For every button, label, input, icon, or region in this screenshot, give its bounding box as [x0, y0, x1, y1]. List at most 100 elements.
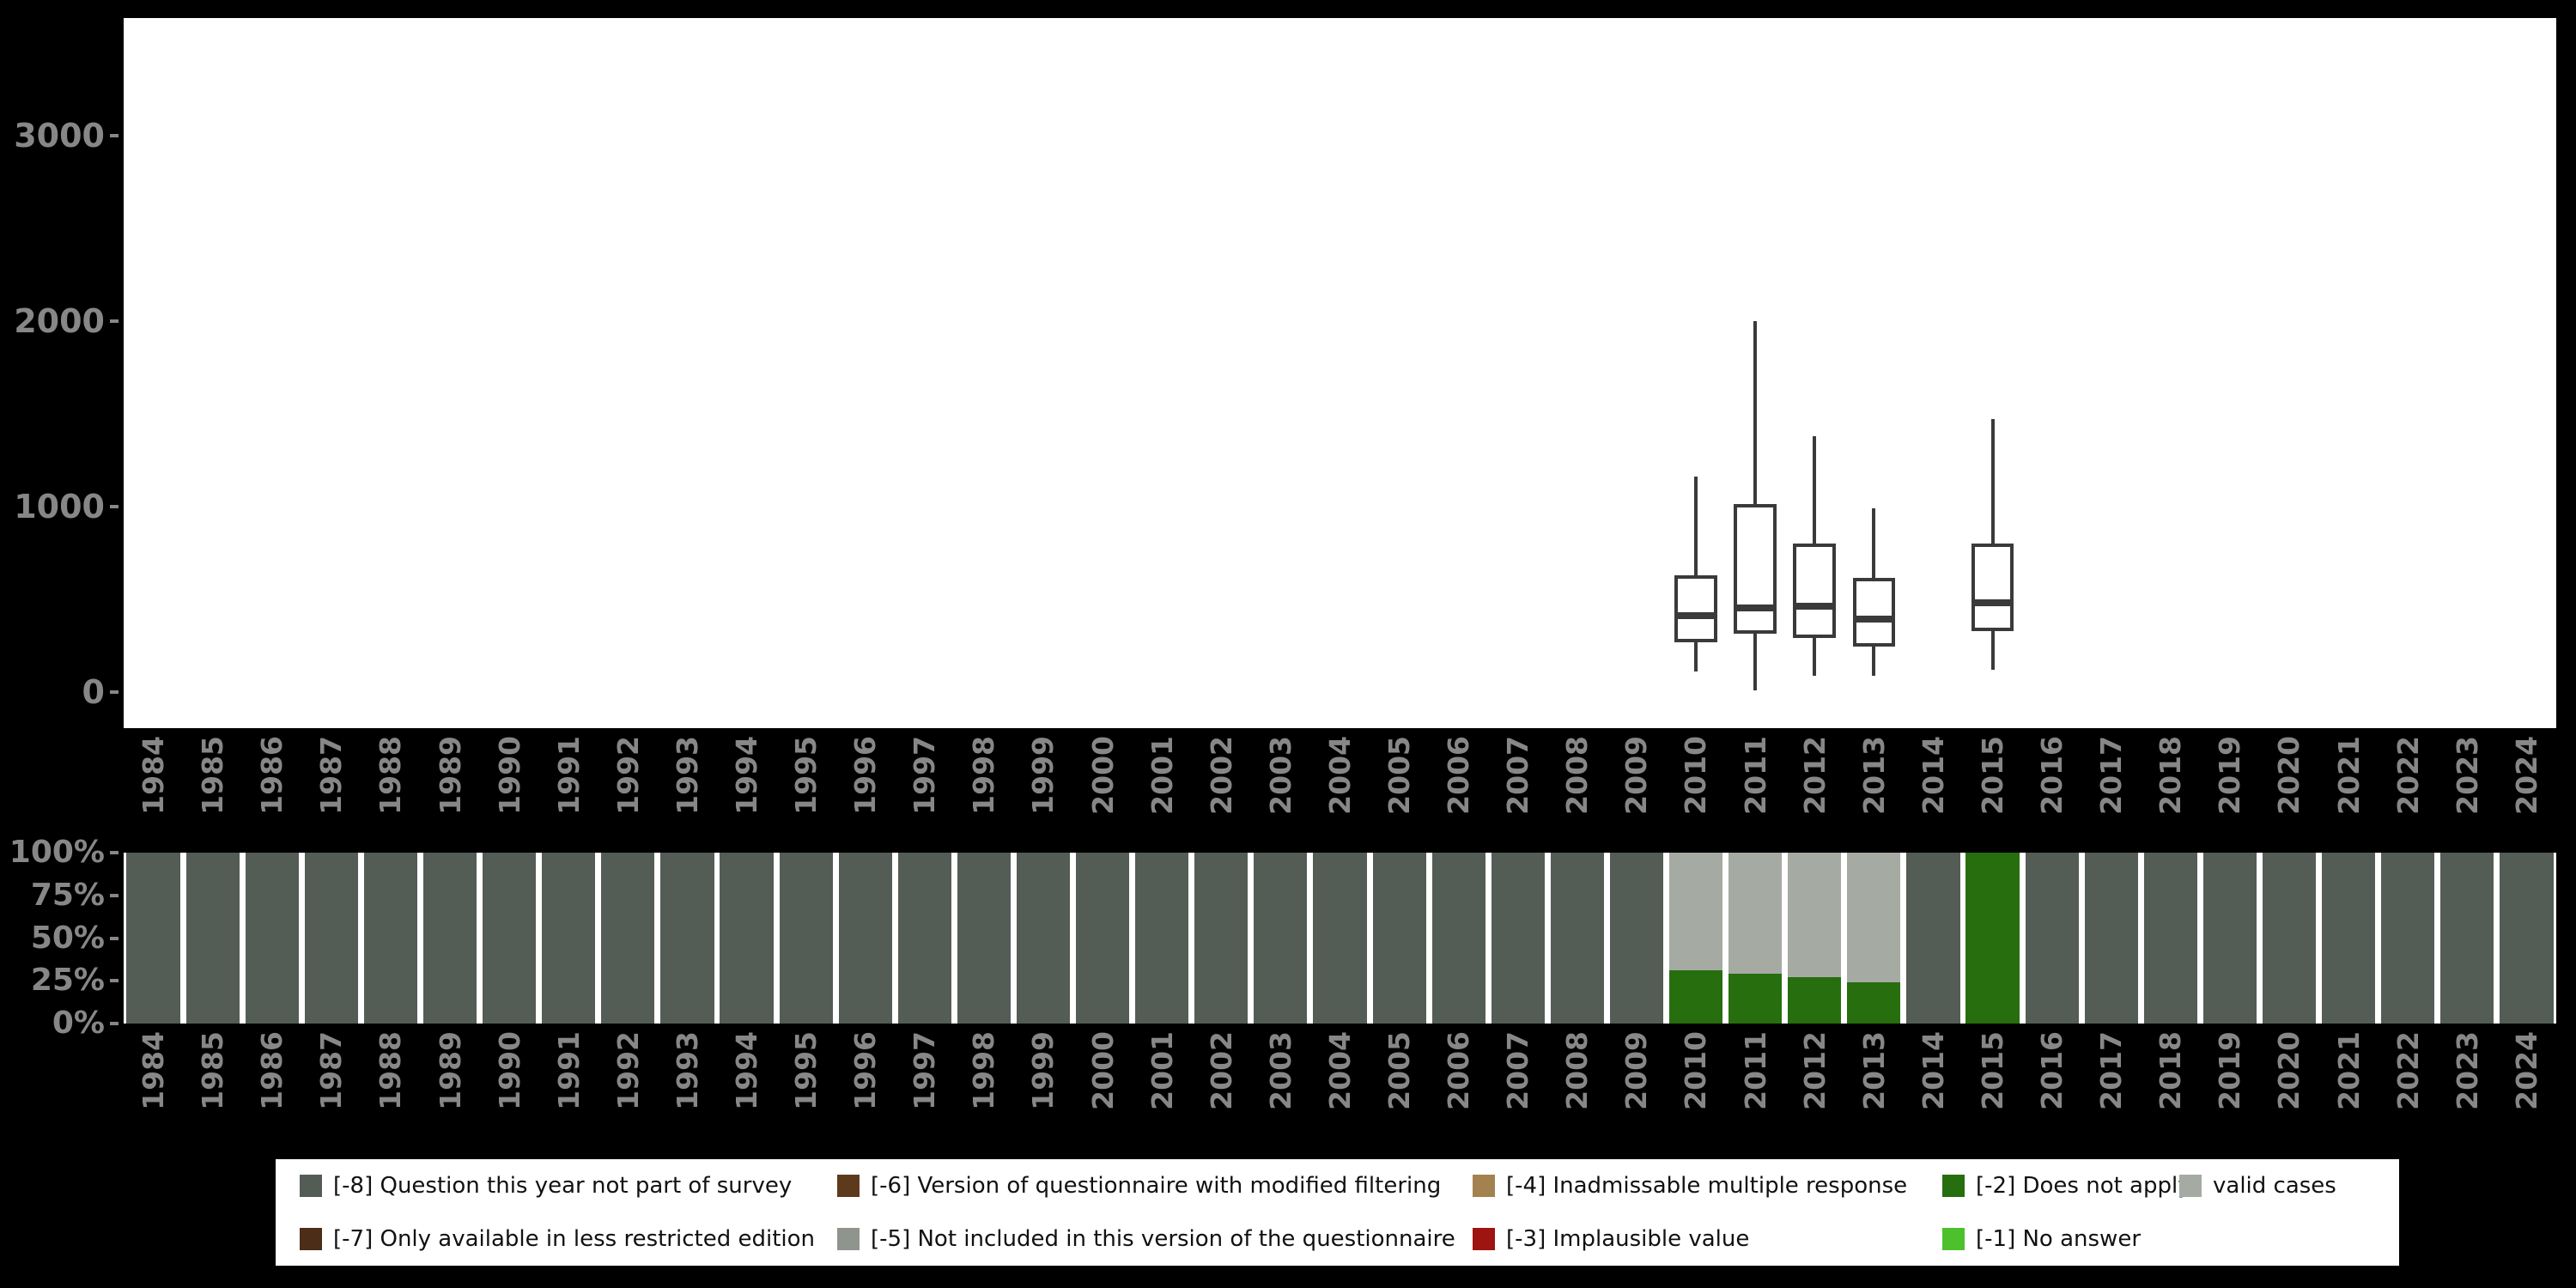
- y-tick-mark: [110, 893, 118, 897]
- x-tick-cell: 1999: [1013, 736, 1072, 837]
- y-tick-label: 2000: [14, 302, 105, 340]
- year-label: 2018: [2154, 1031, 2188, 1110]
- bar-segment--8: [720, 853, 774, 1024]
- x-tick-cell: 1998: [954, 1031, 1013, 1133]
- year-label: 2006: [1442, 1031, 1476, 1110]
- year-label: 2023: [2450, 1031, 2484, 1110]
- y-tick-mark: [110, 134, 118, 137]
- year-label: 1996: [848, 736, 883, 815]
- y-tick-mark: [110, 851, 118, 854]
- legend-item--6: [-6] Version of questionnaire with modif…: [837, 1173, 1473, 1199]
- x-tick-cell: 1994: [717, 1031, 776, 1133]
- y-tick-mark: [110, 979, 118, 983]
- legend-label: [-8] Question this year not part of surv…: [333, 1173, 793, 1199]
- x-tick-cell: 2008: [1547, 1031, 1607, 1133]
- legend: [-8] Question this year not part of surv…: [276, 1159, 2399, 1266]
- legend-label: [-2] Does not apply: [1976, 1173, 2191, 1199]
- x-tick-cell: 1987: [301, 1031, 361, 1133]
- legend-label: [-5] Not included in this version of the…: [871, 1226, 1455, 1252]
- year-label: 2012: [1797, 1031, 1832, 1110]
- x-tick-cell: 2003: [1251, 736, 1310, 837]
- bar-segment--8: [2440, 853, 2494, 1024]
- bar-segment-valid: [1847, 853, 1901, 983]
- x-tick-cell: 1996: [835, 1031, 895, 1133]
- x-tick-cell: 2011: [1726, 1031, 1785, 1133]
- bar-segment--8: [2202, 853, 2257, 1024]
- x-tick-cell: 1989: [420, 736, 479, 837]
- x-tick-cell: 2012: [1785, 736, 1844, 837]
- bar-segment--8: [1906, 853, 1960, 1024]
- box-median: [1971, 599, 2014, 607]
- x-tick-cell: 1990: [480, 736, 539, 837]
- x-tick-cell: 1998: [954, 736, 1013, 837]
- x-tick-cell: 2014: [1904, 1031, 1963, 1133]
- y-tick-label: 25%: [30, 963, 105, 999]
- year-label: 1995: [789, 1031, 823, 1110]
- bar-segment--8: [1076, 853, 1130, 1024]
- legend-swatch-valid: [2179, 1175, 2202, 1197]
- bar-segment--8: [245, 853, 299, 1024]
- x-tick-cell: 1994: [717, 736, 776, 837]
- legend-swatch--1: [1942, 1228, 1965, 1250]
- y-tick-label: 100%: [9, 835, 105, 870]
- x-tick-cell: 1992: [598, 1031, 658, 1133]
- bar-segment--8: [1313, 853, 1367, 1024]
- bars-area: [124, 853, 2556, 1024]
- x-tick-cell: 2016: [2022, 1031, 2081, 1133]
- year-label: 2007: [1501, 736, 1535, 815]
- year-label: 2020: [2272, 1031, 2306, 1110]
- legend-item--5: [-5] Not included in this version of the…: [837, 1226, 1473, 1252]
- x-tick-cell: 2000: [1073, 736, 1133, 837]
- x-tick-cell: 1988: [361, 1031, 420, 1133]
- x-tick-cell: 1991: [539, 1031, 598, 1133]
- year-label: 2001: [1145, 1031, 1179, 1110]
- x-tick-cell: 2010: [1666, 736, 1725, 837]
- box-median: [1674, 612, 1717, 620]
- legend-label: [-6] Version of questionnaire with modif…: [871, 1173, 1442, 1199]
- x-tick-cell: 2020: [2259, 1031, 2318, 1133]
- x-tick-cell: 2021: [2318, 736, 2378, 837]
- x-tick-cell: 1997: [895, 1031, 954, 1133]
- legend-label: valid cases: [2213, 1173, 2336, 1199]
- year-label: 1988: [374, 1031, 408, 1110]
- bar-segment--8: [2500, 853, 2554, 1024]
- bar-segment--8: [363, 853, 418, 1024]
- year-label: 2016: [2035, 1031, 2069, 1110]
- x-tick-cell: 1986: [242, 1031, 301, 1133]
- year-label: 2020: [2272, 736, 2306, 815]
- year-label: 1991: [551, 1031, 586, 1110]
- year-label: 2011: [1738, 1031, 1772, 1110]
- x-tick-cell: 1993: [658, 736, 717, 837]
- year-label: 2008: [1560, 1031, 1595, 1110]
- x-tick-cell: 2017: [2081, 1031, 2141, 1133]
- year-label: 2011: [1738, 736, 1772, 815]
- bar-segment--2: [1668, 970, 1723, 1024]
- year-label: 1985: [196, 1031, 230, 1110]
- bar-segment--2: [1965, 853, 2020, 1024]
- year-label: 2000: [1085, 1031, 1120, 1110]
- box-median: [1793, 602, 1837, 610]
- x-tick-cell: 2017: [2081, 736, 2141, 837]
- x-tick-cell: 2003: [1251, 1031, 1310, 1133]
- x-tick-cell: 1988: [361, 736, 420, 837]
- year-label: 1987: [314, 736, 349, 815]
- year-label: 1996: [848, 1031, 883, 1110]
- year-label: 2004: [1322, 736, 1357, 815]
- bar-segment--2: [1847, 982, 1901, 1024]
- x-tick-cell: 2009: [1607, 736, 1666, 837]
- bar-segment-valid: [1788, 853, 1842, 978]
- y-tick-mark: [110, 505, 118, 508]
- year-label: 1989: [433, 1031, 467, 1110]
- year-label: 2009: [1619, 736, 1654, 815]
- year-label: 2015: [1975, 1031, 2009, 1110]
- box-iqr: [1674, 574, 1717, 642]
- bar-segment--8: [126, 853, 180, 1024]
- year-label: 2010: [1679, 736, 1713, 815]
- x-tick-cell: 1993: [658, 1031, 717, 1133]
- year-label: 2024: [2509, 736, 2543, 815]
- x-tick-cell: 2021: [2318, 1031, 2378, 1133]
- legend-item--4: [-4] Inadmissable multiple response: [1473, 1173, 1942, 1199]
- bar-segment--8: [2381, 853, 2435, 1024]
- box-iqr: [1734, 503, 1777, 634]
- bar-segment--8: [1372, 853, 1426, 1024]
